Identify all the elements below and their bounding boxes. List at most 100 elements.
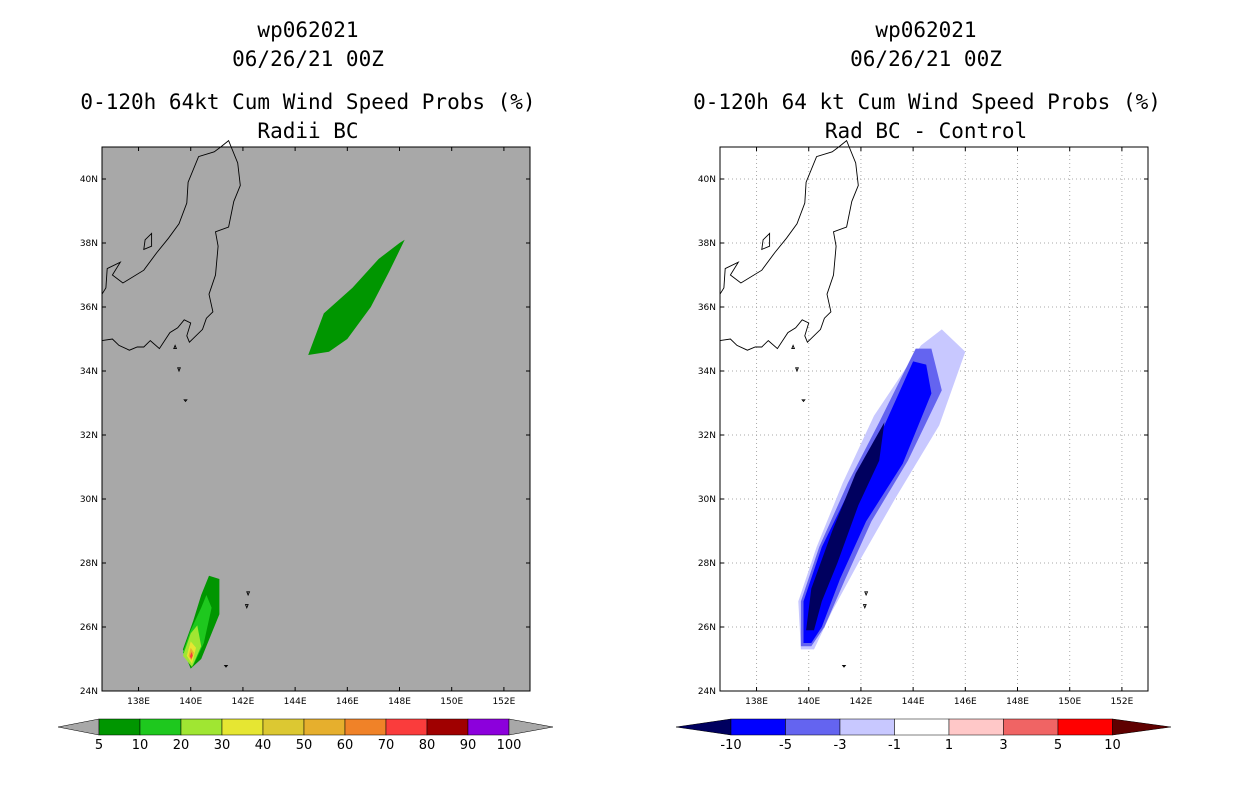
left-colorbar-swatch-0	[98, 718, 141, 736]
right-xtick-label-7: 152E	[1110, 697, 1133, 707]
left-datetime: 06/26/21 00Z	[232, 47, 384, 71]
right-colorbar-swatch-2	[785, 718, 841, 736]
right-colorbar-swatch-5	[948, 718, 1004, 736]
right-colorbar-swatch-7	[1057, 718, 1113, 736]
left-colorbar: 5 10 20 30 40 50 60 70 80 90 100	[57, 718, 554, 753]
left-colorbar-over-triangle	[508, 718, 554, 736]
right-colorbar: -10 -5 -3 -1 1 3 5 10	[675, 718, 1172, 753]
left-xtick-label-1: 140E	[179, 697, 202, 707]
right-colorbar-under-triangle	[675, 718, 732, 736]
right-ytick-label-7: 38N	[698, 239, 716, 249]
left-colorbar-swatch-7	[385, 718, 428, 736]
left-colorbar-label-7: 70	[378, 738, 395, 753]
left-xtick-label-5: 148E	[388, 697, 411, 707]
left-map-frame	[101, 146, 531, 692]
right-ytick-label-8: 40N	[698, 175, 716, 185]
right-coastline-bonin1	[864, 591, 869, 597]
right-map-plot	[719, 139, 966, 668]
right-coastline-hachijo	[801, 399, 806, 403]
left-coastline-iwo	[223, 664, 229, 668]
right-ytick-label-2: 28N	[698, 559, 716, 569]
right-coastline-miyake	[795, 367, 799, 373]
right-coastline-mainland	[719, 139, 859, 351]
left-xtick-label-3: 144E	[284, 697, 307, 707]
left-xtick-label-2: 142E	[231, 697, 254, 707]
left-xtick-label-0: 138E	[127, 697, 150, 707]
left-region-6	[189, 652, 193, 659]
left-xtick-label-7: 152E	[492, 697, 515, 707]
left-coastline-miyake	[177, 367, 181, 373]
right-region-2	[803, 361, 932, 643]
right-colorbar-label-7: 10	[1104, 738, 1121, 753]
right-xtick-label-1: 140E	[797, 697, 820, 707]
left-ytick-label-7: 38N	[80, 239, 98, 249]
left-chart-subtitle: Radii BC	[257, 119, 359, 143]
right-colorbar-swatch-1	[730, 718, 786, 736]
left-region-0	[308, 239, 405, 355]
left-ytick-label-1: 26N	[80, 623, 98, 633]
right-chart-title: 0-120h 64 kt Cum Wind Speed Probs (%)	[693, 90, 1161, 114]
left-colorbar-label-4: 40	[255, 738, 272, 753]
left-axis-ticks: 138E 140E 142E 144E 146E 148E 150E 152E 24N 26N 28…	[80, 147, 530, 707]
right-storm-id: wp062021	[875, 18, 977, 42]
right-colorbar-swatch-4	[894, 718, 950, 736]
left-colorbar-label-2: 20	[173, 738, 190, 753]
right-colorbar-label-4: 1	[945, 738, 953, 753]
left-colorbar-swatch-4	[262, 718, 305, 736]
left-colorbar-swatch-1	[139, 718, 182, 736]
right-xtick-label-4: 146E	[954, 697, 977, 707]
left-map-plot	[101, 139, 405, 669]
left-coastline-bonin1	[246, 591, 251, 597]
left-xtick-label-4: 146E	[336, 697, 359, 707]
right-ytick-label-3: 30N	[698, 495, 716, 505]
left-colorbar-swatch-2	[180, 718, 223, 736]
left-map-background	[102, 147, 530, 691]
right-datetime: 06/26/21 00Z	[850, 47, 1002, 71]
right-colorbar-label-1: -5	[779, 738, 792, 753]
right-ytick-label-4: 32N	[698, 431, 716, 441]
left-colorbar-label-10: 100	[497, 738, 522, 753]
left-colorbar-swatch-8	[426, 718, 469, 736]
left-coastline-mainland	[101, 139, 241, 351]
right-ytick-label-0: 24N	[698, 687, 716, 697]
right-ytick-label-5: 34N	[698, 367, 716, 377]
left-colorbar-label-0: 5	[95, 738, 103, 753]
left-coastline-bonin2	[244, 604, 249, 609]
right-coastline-oshima	[791, 344, 796, 350]
right-axis-ticks: 138E 140E 142E 144E 146E 148E 150E 152E 24N 26N 28…	[698, 147, 1148, 707]
left-ytick-label-5: 34N	[80, 367, 98, 377]
left-colorbar-label-1: 10	[132, 738, 149, 753]
left-ytick-label-6: 36N	[80, 303, 98, 313]
right-coastline-sado	[761, 232, 771, 251]
right-colorbar-over-triangle	[1112, 718, 1172, 736]
right-coastline-iwo	[841, 664, 847, 668]
right-ytick-label-6: 36N	[698, 303, 716, 313]
left-colorbar-label-3: 30	[214, 738, 231, 753]
right-colorbar-swatch-3	[839, 718, 895, 736]
right-colorbar-label-2: -3	[834, 738, 847, 753]
left-ytick-label-8: 40N	[80, 175, 98, 185]
right-coastline-bonin2	[862, 604, 867, 609]
left-ytick-label-0: 24N	[80, 687, 98, 697]
left-ytick-label-4: 32N	[80, 431, 98, 441]
right-chart-subtitle: Rad BC - Control	[824, 119, 1028, 143]
left-colorbar-label-6: 60	[337, 738, 354, 753]
left-colorbar-label-9: 90	[460, 738, 477, 753]
left-colorbar-swatch-5	[303, 718, 346, 736]
right-colorbar-label-0: -10	[720, 738, 741, 753]
left-colorbar-swatch-9	[467, 718, 510, 736]
left-colorbar-label-5: 50	[296, 738, 313, 753]
left-storm-id: wp062021	[257, 18, 359, 42]
right-xtick-label-2: 142E	[849, 697, 872, 707]
right-xtick-label-0: 138E	[745, 697, 768, 707]
right-map-frame	[719, 146, 1149, 692]
left-colorbar-under-triangle	[57, 718, 100, 736]
left-chart-title: 0-120h 64kt Cum Wind Speed Probs (%)	[80, 90, 536, 114]
right-region-3	[806, 422, 885, 631]
left-colorbar-label-8: 80	[419, 738, 436, 753]
left-ytick-label-3: 30N	[80, 495, 98, 505]
left-coastline-sado	[143, 232, 153, 251]
left-xtick-label-6: 150E	[440, 697, 463, 707]
right-colorbar-swatch-6	[1003, 718, 1059, 736]
